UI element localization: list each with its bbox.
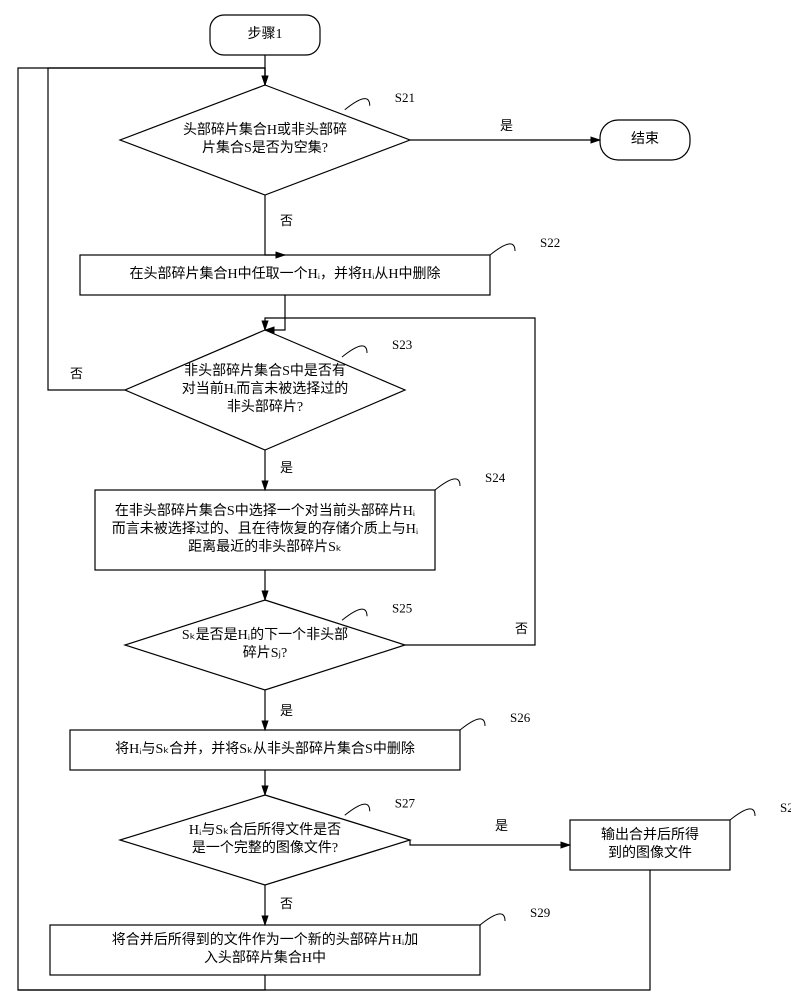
edge [48, 68, 265, 390]
svg-text:头部碎片集合H或非头部碎: 头部碎片集合H或非头部碎 [183, 121, 347, 138]
svg-text:Hᵢ与Sₖ合后所得文件是否: Hᵢ与Sₖ合后所得文件是否 [189, 821, 341, 838]
edge-label: 是 [280, 703, 293, 718]
node-s25 [125, 600, 405, 690]
label-s29: S29 [530, 905, 550, 920]
label-s25: S25 [392, 600, 412, 615]
svg-text:将合并后所得到的文件作为一个新的头部碎片Hᵢ加: 将合并后所得到的文件作为一个新的头部碎片Hᵢ加 [112, 931, 418, 948]
svg-text:结束: 结束 [631, 131, 659, 147]
svg-text:片集合S是否为空集?: 片集合S是否为空集? [202, 139, 328, 156]
svg-text:距离最近的非头部碎片Sₖ: 距离最近的非头部碎片Sₖ [188, 538, 342, 555]
edge-label: 是 [495, 818, 508, 833]
node-s21 [120, 85, 410, 195]
edge [410, 840, 570, 845]
label-s28: S28 [780, 800, 791, 815]
flowchart-canvas: 步骤1 结束 头部碎片集合H或非头部碎片集合S是否为空集? S21 在头部碎片集合H中任… [0, 0, 791, 1000]
svg-text:是一个完整的图像文件?: 是一个完整的图像文件? [192, 840, 338, 856]
label-s23: S23 [392, 337, 412, 352]
svg-text:而言未被选择过的、且在待恢复的存储介质上与Hᵢ: 而言未被选择过的、且在待恢复的存储介质上与Hᵢ [112, 520, 419, 537]
svg-text:在头部碎片集合H中任取一个Hᵢ，并将Hᵢ从H中删除: 在头部碎片集合H中任取一个Hᵢ，并将Hᵢ从H中删除 [129, 265, 440, 282]
node-s27 [120, 795, 410, 885]
edge [265, 295, 285, 330]
svg-text:入头部碎片集合H中: 入头部碎片集合H中 [204, 949, 326, 966]
svg-text:碎片Sⱼ?: 碎片Sⱼ? [243, 645, 287, 661]
label-s27: S27 [395, 795, 416, 810]
edge-label: 否 [280, 896, 293, 911]
svg-text:到的图像文件: 到的图像文件 [608, 845, 692, 861]
edge-label: 否 [70, 366, 83, 381]
label-s26: S26 [510, 710, 531, 725]
edge-label: 是 [280, 460, 293, 475]
label-s22: S22 [540, 235, 560, 250]
label-s21: S21 [395, 90, 415, 105]
svg-text:输出合并后所得: 输出合并后所得 [601, 826, 699, 843]
edge-label: 否 [515, 621, 528, 636]
svg-text:在非头部碎片集合S中选择一个对当前头部碎片Hᵢ: 在非头部碎片集合S中选择一个对当前头部碎片Hᵢ [115, 502, 416, 519]
edge-label: 否 [280, 213, 293, 228]
label-s24: S24 [485, 470, 506, 485]
svg-text:非头部碎片?: 非头部碎片? [227, 399, 303, 415]
svg-text:非头部碎片集合S中是否有: 非头部碎片集合S中是否有 [184, 362, 346, 379]
svg-text:将Hᵢ与Sₖ合并，并将Sₖ从非头部碎片集合S中删除: 将Hᵢ与Sₖ合并，并将Sₖ从非头部碎片集合S中删除 [115, 740, 415, 757]
svg-text:Sₖ是否是Hᵢ的下一个非头部: Sₖ是否是Hᵢ的下一个非头部 [182, 627, 348, 643]
svg-text:步骤1: 步骤1 [248, 26, 283, 42]
svg-text:对当前Hᵢ而言未被选择过的: 对当前Hᵢ而言未被选择过的 [182, 380, 348, 397]
edge [18, 975, 265, 990]
edge-label: 是 [500, 118, 513, 133]
